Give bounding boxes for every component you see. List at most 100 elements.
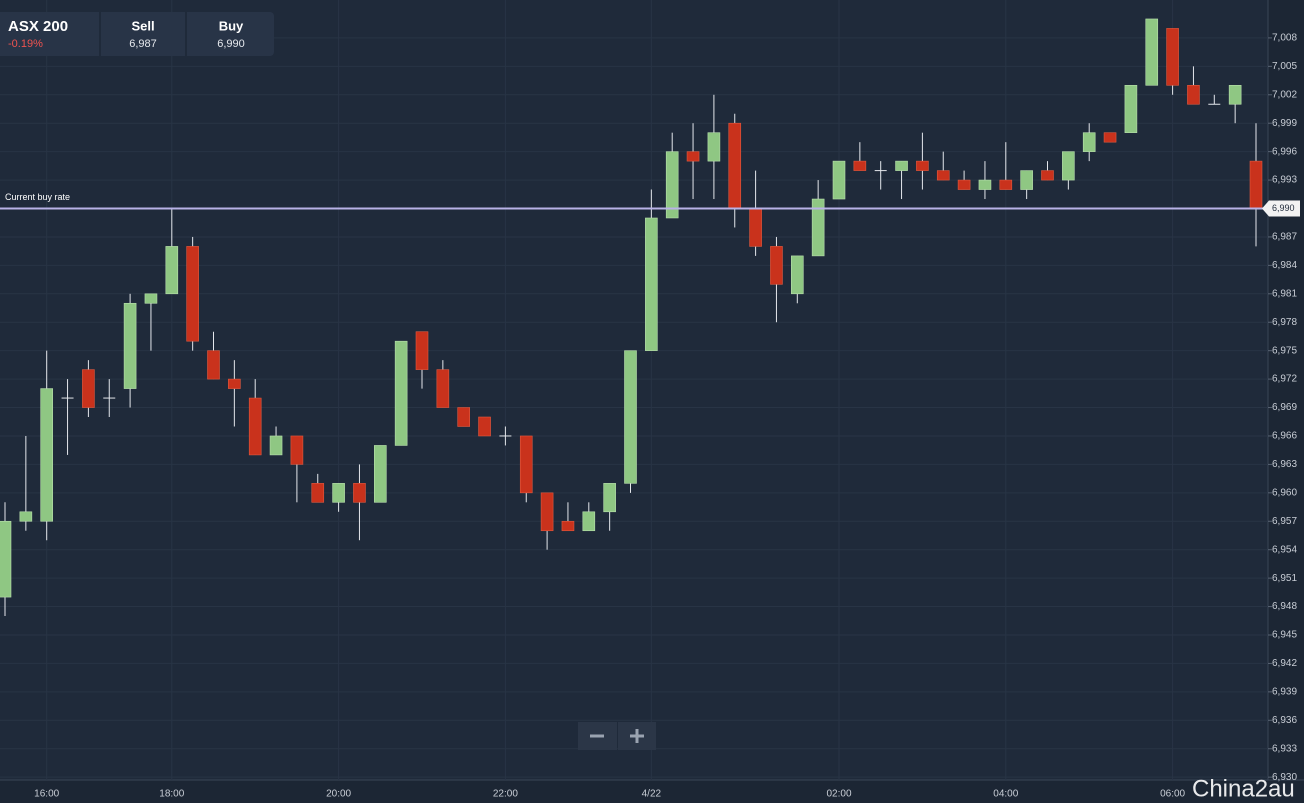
candle-body: [269, 435, 283, 456]
y-tick-label: 6,996: [1272, 146, 1297, 157]
y-tick-label: 6,933: [1272, 743, 1297, 754]
x-tick-label: 04:00: [993, 789, 1018, 800]
sell-price[interactable]: 6,987: [129, 38, 157, 50]
current-rate-label: Current buy rate: [5, 192, 70, 202]
watermark: China2au: [1192, 775, 1295, 802]
x-tick-label: 02:00: [826, 789, 851, 800]
y-tick-label: 7,005: [1272, 61, 1297, 72]
candle-body: [686, 151, 700, 162]
candle-body: [770, 246, 783, 285]
candle-body: [624, 350, 637, 484]
candle-body: [1062, 151, 1075, 181]
instrument: ASX 200: [8, 18, 68, 35]
candle-body: [540, 492, 554, 532]
candle-body: [311, 483, 325, 503]
x-tick-label: 22:00: [493, 789, 518, 800]
y-tick-label: 6,969: [1272, 402, 1297, 413]
candle-body: [811, 198, 825, 257]
y-tick-label: 6,999: [1272, 118, 1297, 129]
candle-body: [457, 407, 471, 427]
x-tick-label: 06:00: [1160, 789, 1185, 800]
y-tick-label: 6,993: [1272, 175, 1297, 186]
candle-body: [1020, 170, 1033, 190]
candle-body: [853, 160, 867, 171]
candle-body: [40, 388, 54, 522]
candle-body: [186, 246, 199, 342]
x-axis-panel: [0, 780, 1304, 803]
candle-body: [144, 293, 158, 304]
candle-body: [1228, 84, 1242, 105]
y-tick-label: 6,963: [1272, 459, 1297, 470]
price-tag-label: 6,990: [1272, 203, 1295, 213]
candle-body: [228, 378, 241, 389]
candle-body: [707, 132, 721, 162]
candle-body: [1124, 84, 1138, 133]
candle-body: [82, 369, 95, 408]
y-tick-label: 6,945: [1272, 630, 1297, 641]
candle-body: [290, 435, 304, 465]
y-tick-label: 6,972: [1272, 374, 1297, 385]
candle-body: [394, 340, 408, 446]
buy-label[interactable]: Buy: [219, 18, 244, 33]
y-tick-label: 6,954: [1272, 544, 1297, 555]
candle-body: [749, 208, 762, 247]
candle-body: [916, 160, 929, 171]
candle-body: [1249, 160, 1263, 209]
candle-body: [895, 160, 908, 171]
candle-body: [1082, 132, 1096, 152]
candle-body: [0, 520, 12, 598]
candle-body: [603, 483, 616, 513]
y-tick-label: 6,957: [1272, 516, 1297, 527]
candle-body: [165, 246, 179, 295]
candle-body: [790, 255, 804, 295]
price-tag: [1262, 200, 1300, 217]
y-tick-label: 6,951: [1272, 573, 1297, 584]
candle-body: [436, 369, 450, 408]
x-tick-label: 16:00: [34, 789, 59, 800]
candle-body: [728, 122, 742, 209]
y-tick-label: 6,966: [1272, 431, 1297, 442]
candle-body: [1041, 170, 1054, 181]
y-tick-label: 6,978: [1272, 317, 1297, 328]
y-tick-label: 6,981: [1272, 288, 1297, 299]
candle-body: [832, 160, 846, 200]
candle-body: [248, 397, 262, 456]
y-tick-label: 6,960: [1272, 487, 1297, 498]
candle-body: [353, 483, 366, 503]
header-widget: ASX 200 -0.19% Sell 6,987 Buy 6,990: [0, 12, 274, 56]
y-tick-label: 6,930: [1272, 772, 1297, 783]
y-tick-label: 6,987: [1272, 232, 1297, 243]
zoom-controls: [578, 722, 656, 750]
candle-body: [1145, 18, 1159, 86]
y-tick-label: 6,984: [1272, 260, 1297, 271]
y-tick-label: 7,002: [1272, 89, 1297, 100]
candle-body: [123, 302, 137, 389]
candle-body: [1187, 84, 1200, 105]
candle-body: [415, 331, 429, 370]
candle-body: [665, 151, 679, 219]
change: -0.19%: [8, 38, 43, 50]
x-tick-label: 4/22: [642, 789, 662, 800]
candle-body: [978, 179, 992, 190]
candle-body: [999, 179, 1013, 190]
candle-body: [936, 170, 950, 181]
candle-body: [957, 179, 971, 190]
y-tick-label: 6,939: [1272, 686, 1297, 697]
x-tick-label: 20:00: [326, 789, 351, 800]
candle-body: [19, 511, 33, 522]
candle-body: [645, 217, 658, 351]
candle-body: [478, 416, 491, 437]
y-tick-label: 6,942: [1272, 658, 1297, 669]
candle-body: [332, 483, 345, 503]
header-box: [0, 12, 274, 56]
y-tick-label: 7,008: [1272, 33, 1297, 44]
y-tick-label: 6,948: [1272, 601, 1297, 612]
buy-price[interactable]: 6,990: [217, 38, 245, 50]
candle-body: [207, 350, 220, 380]
x-tick-label: 18:00: [159, 789, 184, 800]
candle-body: [582, 511, 596, 532]
sell-label[interactable]: Sell: [131, 18, 154, 33]
candle-body: [373, 445, 387, 503]
